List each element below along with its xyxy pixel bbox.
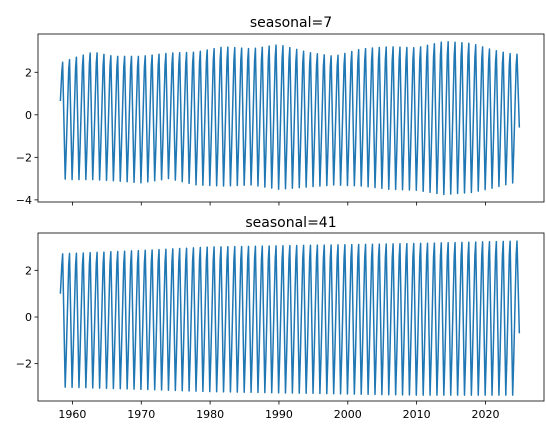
axes-frame-seasonal-41 xyxy=(37,232,545,402)
y-ticks-seasonal-7: −4 −2 0 2 xyxy=(16,66,38,207)
x-tick-label-seasonal-41: 1970 xyxy=(127,408,155,421)
x-tick-label-seasonal-41: 2020 xyxy=(471,408,499,421)
series-line-seasonal-7 xyxy=(59,41,521,196)
y-tick-label-seasonal-41: −2 xyxy=(16,358,32,371)
x-tick-label-seasonal-41: 2010 xyxy=(403,408,431,421)
x-ticks-seasonal-41: 1960 1970 1980 1990 2000 2010 2020 xyxy=(58,401,499,421)
y-tick-label-seasonal-7: 0 xyxy=(25,109,32,122)
chart-title-seasonal-41: seasonal=41 xyxy=(245,215,336,231)
y-tick-label-seasonal-7: −4 xyxy=(16,194,32,207)
axes-frame-seasonal-7 xyxy=(37,33,545,203)
y-tick-label-seasonal-7: 2 xyxy=(25,66,32,79)
x-tick-label-seasonal-41: 1980 xyxy=(196,408,224,421)
y-ticks-seasonal-41: −2 0 2 xyxy=(16,264,38,371)
chart-title-seasonal-7: seasonal=7 xyxy=(250,15,332,31)
series-line-seasonal-41 xyxy=(59,240,521,396)
y-tick-label-seasonal-7: −2 xyxy=(16,151,32,164)
axes-seasonal-7: seasonal=7 −4 −2 0 2 xyxy=(16,15,545,207)
y-tick-label-seasonal-41: 2 xyxy=(25,264,32,277)
x-tick-label-seasonal-41: 2000 xyxy=(334,408,362,421)
y-tick-label-seasonal-41: 0 xyxy=(25,311,32,324)
x-tick-label-seasonal-41: 1960 xyxy=(58,408,86,421)
x-tick-label-seasonal-41: 1990 xyxy=(265,408,293,421)
axes-seasonal-41: seasonal=41 −2 0 2 1960 1970 1980 1990 2000 201… xyxy=(16,215,545,421)
x-ticks-seasonal-7 xyxy=(72,202,486,206)
